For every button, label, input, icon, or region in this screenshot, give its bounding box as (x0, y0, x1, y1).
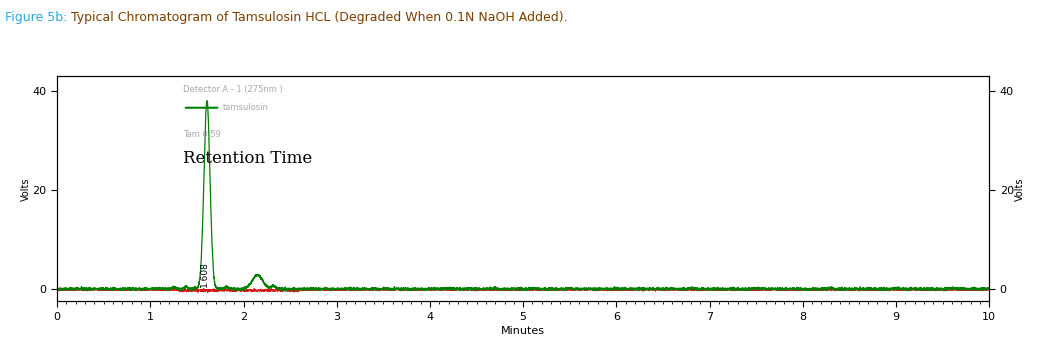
Text: Tam 0.59: Tam 0.59 (183, 130, 221, 139)
X-axis label: Minutes: Minutes (501, 326, 545, 336)
Y-axis label: Volts: Volts (1015, 177, 1026, 200)
Text: tamsulosin: tamsulosin (223, 103, 269, 112)
Text: Detector A - 1 (275nm ): Detector A - 1 (275nm ) (183, 85, 282, 94)
Text: Retention Time: Retention Time (183, 151, 312, 167)
Text: Typical Chromatogram of Tamsulosin HCL (Degraded When 0.1N NaOH Added).: Typical Chromatogram of Tamsulosin HCL (… (71, 11, 567, 24)
Y-axis label: Volts: Volts (21, 177, 31, 200)
Text: Figure 5b:: Figure 5b: (5, 11, 72, 24)
Text: 1.608: 1.608 (200, 262, 209, 287)
